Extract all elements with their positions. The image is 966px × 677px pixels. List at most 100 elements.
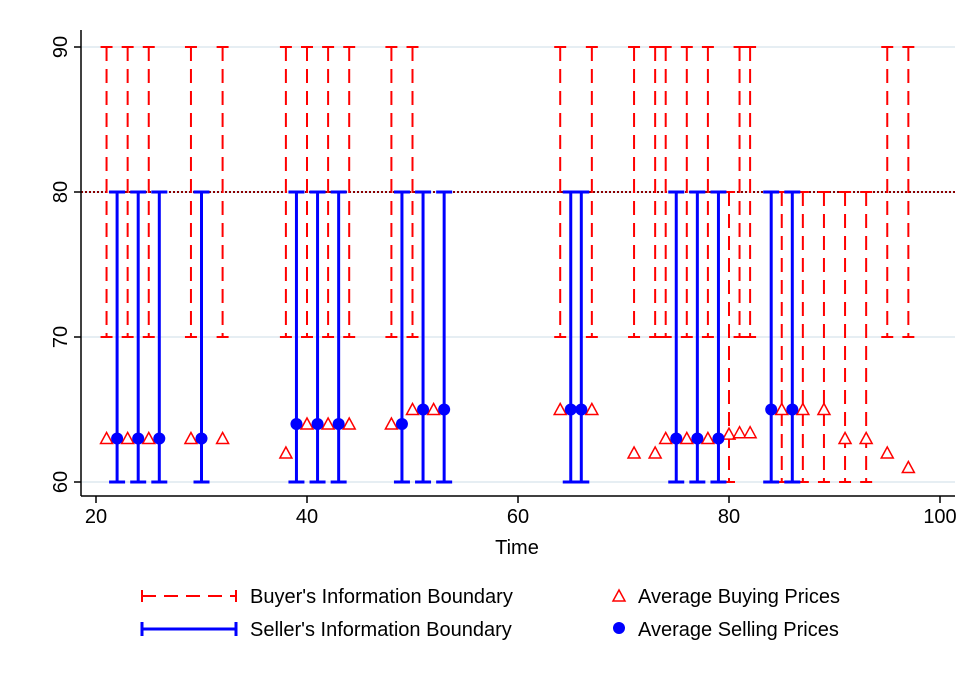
buyer-boundary-95 (881, 46, 894, 338)
buying-price-point-21 (99, 430, 114, 445)
buyer-boundary-97 (902, 46, 915, 338)
selling-price-point-79 (712, 432, 725, 445)
buying-price-point-87 (795, 401, 811, 416)
seller-boundary-84 (763, 190, 780, 484)
buying-price-point-73 (647, 445, 663, 459)
buying-price-point-50 (405, 401, 420, 416)
selling-price-point-86 (786, 403, 799, 416)
buyer-boundary-21 (100, 46, 113, 338)
legend-label-selling-prices: Average Selling Prices (638, 619, 839, 641)
buying-price-point-32 (215, 430, 230, 445)
seller-boundary-66 (573, 190, 590, 484)
buyer-boundary-89 (817, 191, 830, 483)
seller-boundary-49 (393, 190, 410, 484)
buyer-boundary-78 (701, 46, 714, 338)
buyer-boundary-74 (659, 46, 672, 338)
buying-price-point-89 (816, 401, 832, 416)
buying-price-point-95 (879, 445, 895, 459)
seller-boundary-51 (415, 190, 432, 484)
selling-prices-layer (111, 403, 799, 445)
buying-price-point-64 (552, 401, 568, 416)
x-tick-label-80: 80 (718, 506, 740, 528)
buyer-boundary-76 (680, 46, 693, 338)
axes: 20 40 60 80 100 60 70 80 90 (50, 30, 957, 528)
legend-item-seller-boundary: Seller's Information Boundary (140, 619, 512, 641)
x-tick-label-20: 20 (85, 506, 107, 528)
x-tick-label-40: 40 (296, 506, 318, 528)
legend-item-selling-prices: Average Selling Prices (613, 619, 839, 641)
buying-price-point-42 (320, 416, 336, 430)
seller-boundary-86 (784, 190, 801, 484)
legend-label-buyer-boundary: Buyer's Information Boundary (250, 586, 513, 608)
buyer-boundary-42 (322, 46, 335, 338)
buyer-boundary-64 (554, 46, 567, 338)
buyer-boundary-44 (343, 46, 356, 338)
buyer-boundary-38 (279, 46, 292, 338)
legend-label-buying-prices: Average Buying Prices (638, 586, 840, 608)
buying-price-point-85 (774, 401, 790, 416)
buying-price-point-23 (120, 430, 135, 445)
selling-price-point-65 (564, 403, 577, 416)
buying-price-point-52 (426, 401, 441, 416)
buyer-boundary-91 (839, 191, 852, 483)
buying-price-point-25 (141, 430, 157, 445)
legend-item-buyer-boundary: Buyer's Information Boundary (141, 586, 513, 608)
selling-price-point-26 (153, 432, 166, 445)
buyer-boundary-25 (142, 46, 155, 338)
selling-price-point-41 (311, 418, 324, 430)
selling-price-point-49 (395, 418, 408, 430)
buyer-boundary-32 (216, 46, 229, 338)
buyer-boundary-82 (744, 46, 757, 338)
buyer-boundary-50 (406, 46, 419, 338)
selling-price-point-39 (290, 418, 303, 430)
selling-price-point-51 (417, 403, 430, 416)
buying-price-point-80 (721, 426, 737, 440)
x-tick-label-60: 60 (507, 506, 529, 528)
legend-label-seller-boundary: Seller's Information Boundary (250, 619, 512, 641)
selling-price-point-66 (575, 403, 588, 416)
selling-price-point-53 (438, 403, 451, 416)
y-tick-label-90: 90 (50, 36, 72, 58)
buying-price-point-76 (679, 430, 695, 445)
buyer-boundary-93 (860, 191, 873, 483)
selling-price-point-75 (670, 432, 683, 445)
seller-boundary-53 (436, 190, 453, 484)
buying-price-point-91 (837, 430, 853, 445)
buying-price-point-29 (183, 430, 199, 445)
buyer-boundary-81 (733, 46, 746, 338)
legend-circle-marker (613, 622, 625, 634)
buying-price-point-67 (584, 401, 600, 416)
buyer-boundary-73 (649, 46, 662, 338)
buyer-boundary-48 (385, 46, 398, 338)
selling-price-point-77 (691, 432, 704, 445)
selling-price-point-43 (332, 418, 345, 430)
buyer-boundary-40 (301, 46, 313, 338)
buyer-boundary-layer (100, 46, 915, 483)
y-tick-label-70: 70 (50, 326, 72, 348)
buying-price-point-48 (384, 416, 399, 430)
buyer-boundary-23 (121, 46, 134, 338)
legend: Buyer's Information Boundary Seller's In… (140, 586, 840, 641)
y-tick-label-80: 80 (50, 181, 72, 203)
legend-triangle-marker (611, 588, 627, 602)
seller-boundary-41 (309, 190, 326, 484)
legend-item-buying-prices: Average Buying Prices (611, 586, 840, 608)
buyer-boundary-29 (184, 46, 197, 338)
selling-price-point-22 (111, 432, 124, 445)
y-tick-label-60: 60 (50, 471, 72, 493)
selling-price-point-30 (195, 432, 208, 445)
buying-price-point-74 (658, 430, 673, 445)
selling-price-point-84 (765, 403, 778, 416)
buying-price-point-93 (858, 430, 874, 445)
buying-price-point-97 (901, 459, 916, 474)
buying-price-point-82 (742, 425, 758, 439)
selling-price-point-24 (132, 432, 145, 445)
x-tick-label-100: 100 (923, 506, 956, 528)
buying-price-point-78 (700, 430, 716, 445)
buying-prices-layer (99, 401, 916, 474)
buyer-boundary-67 (585, 46, 598, 338)
buying-price-point-71 (626, 445, 642, 459)
buyer-boundary-71 (628, 46, 641, 338)
buying-price-point-44 (341, 416, 357, 430)
